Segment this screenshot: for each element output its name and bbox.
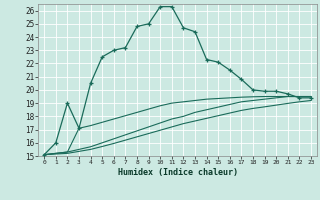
- X-axis label: Humidex (Indice chaleur): Humidex (Indice chaleur): [118, 168, 238, 177]
